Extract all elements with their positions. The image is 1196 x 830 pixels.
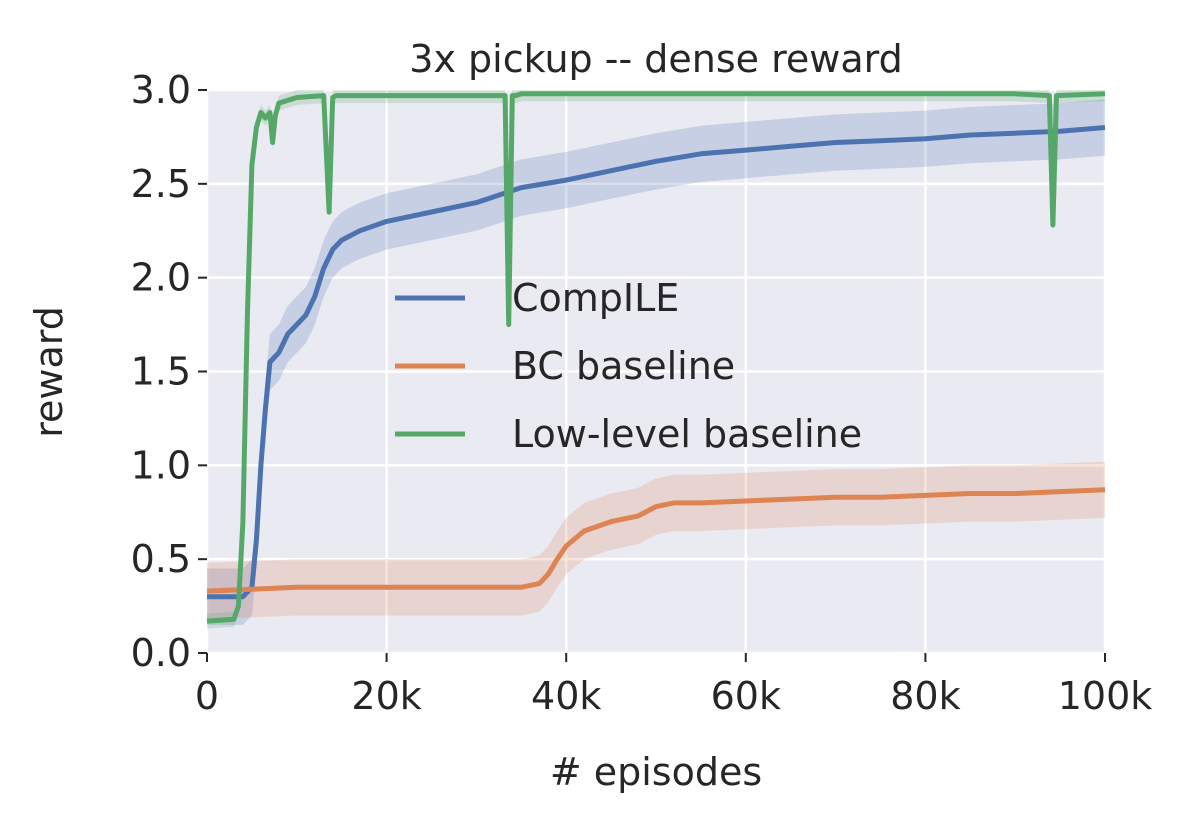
- x-tick-label: 20k: [351, 674, 421, 718]
- x-tick-label: 100k: [1058, 674, 1153, 718]
- x-tick-label: 40k: [531, 674, 601, 718]
- x-tick-label: 60k: [711, 674, 781, 718]
- low-level-baseline-line: [206, 91, 1106, 624]
- legend-label-low-level-baseline: Low-level baseline: [512, 412, 862, 456]
- legend-label-compile: CompILE: [512, 276, 679, 320]
- confidence-bands: [207, 90, 1105, 629]
- grid: [205, 88, 1107, 655]
- bc-baseline-line: [206, 487, 1106, 594]
- x-tick-label: 0: [195, 674, 219, 718]
- y-axis-label: reward: [27, 306, 71, 438]
- axis-ticks: 0 20k 40k 60k 80k 100k 0.0 0.5 1.0 1.5 2.0 2.5 3.0: [131, 68, 1153, 718]
- y-tick-label: 2.5: [131, 162, 191, 206]
- y-tick-label: 2.0: [131, 256, 191, 300]
- chart-title: 3x pickup -- dense reward: [409, 37, 902, 81]
- compile-line: [207, 125, 1106, 600]
- x-axis-label: # episodes: [550, 750, 762, 794]
- y-tick-label: 1.5: [131, 350, 191, 394]
- compile-band: [207, 99, 1105, 625]
- y-tick-label: 0.5: [131, 537, 191, 581]
- x-tick-label: 80k: [890, 674, 960, 718]
- bc-baseline-band: [207, 461, 1105, 620]
- y-tick-label: 0.0: [131, 631, 191, 675]
- y-tick-label: 1.0: [131, 443, 191, 487]
- y-tick-label: 3.0: [131, 68, 191, 112]
- series-lines: [206, 91, 1106, 624]
- legend: CompILE BC baseline Low-level baseline: [395, 276, 862, 456]
- legend-label-bc-baseline: BC baseline: [512, 344, 735, 388]
